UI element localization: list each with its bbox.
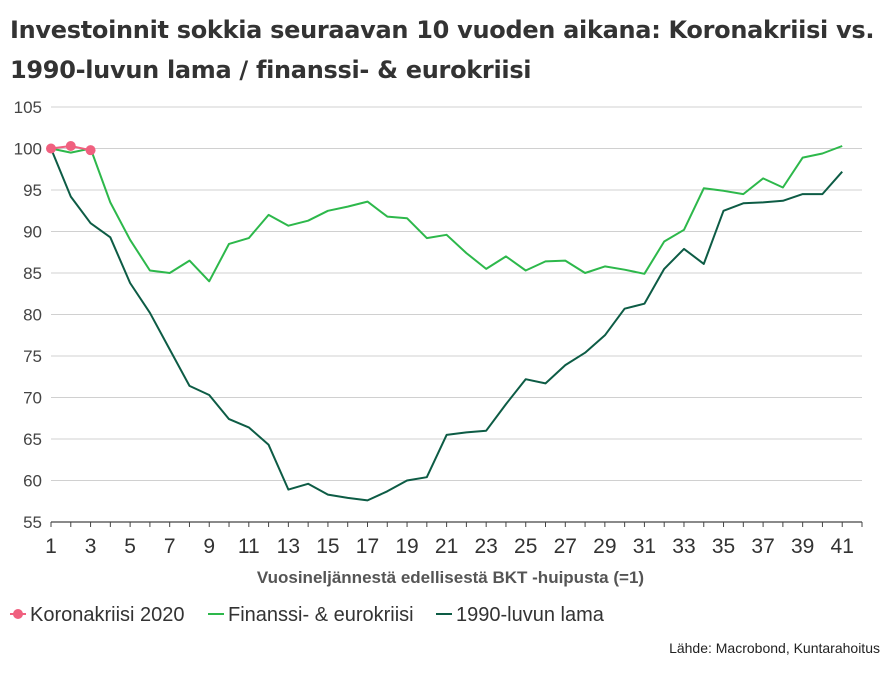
y-tick-label: 80 [23,306,42,325]
y-tick-label: 85 [23,264,42,283]
x-tick-label: 1 [45,535,57,558]
x-tick-label: 31 [633,535,656,558]
x-tick-label: 39 [791,535,814,558]
y-tick-label: 90 [23,223,42,242]
x-tick-label: 11 [238,535,260,558]
x-tick-label: 7 [164,535,176,558]
x-tick-label: 33 [672,535,695,558]
x-tick-label: 17 [356,535,379,558]
data-point-korona [46,143,56,154]
x-tick-label: 5 [124,535,136,558]
x-tick-label: 15 [316,535,339,558]
x-tick-label: 27 [554,535,577,558]
data-point-korona [85,145,96,156]
chart-title: Investoinnit sokkia seuraavan 10 vuoden … [10,16,875,84]
y-tick-label: 95 [23,181,42,200]
legend-label-lama: 1990-luvun lama [456,604,605,626]
y-tick-label: 100 [14,140,42,159]
x-tick-label: 41 [831,535,854,558]
legend-marker-korona [13,609,23,619]
x-tick-label: 19 [395,535,418,558]
y-tick-label: 105 [14,98,42,117]
x-tick-label: 25 [514,535,537,558]
y-tick-label: 65 [23,430,42,449]
source-note: Lähde: Macrobond, Kuntarahoitus [669,640,880,656]
grid-lines [51,106,862,523]
x-tick-label: 21 [435,535,458,558]
y-tick-label: 75 [23,347,42,366]
y-tick-label: 55 [23,513,42,532]
x-tick-label: 29 [593,535,616,558]
x-tick-label: 3 [85,535,97,558]
legend-label-finanssi: Finanssi- & eurokriisi [228,604,414,626]
data-point-korona [65,141,76,152]
y-tick-label: 70 [23,389,42,408]
legend-label-korona: Koronakriisi 2020 [30,604,185,626]
x-axis-title: Vuosineljännestä edellisestä BKT -huipus… [257,568,644,587]
y-tick-label: 60 [23,472,42,491]
series-line-lama [50,148,843,502]
x-tick-label: 13 [277,535,300,558]
x-tick-label: 9 [203,535,215,558]
x-tick-label: 23 [474,535,497,558]
legend: Koronakriisi 2020 Finanssi- & eurokriisi 1… [10,604,605,626]
x-tick-label: 37 [751,535,774,558]
x-tick-label: 35 [712,535,735,558]
series-line-finanssi [50,145,843,283]
series-lines [46,141,843,502]
